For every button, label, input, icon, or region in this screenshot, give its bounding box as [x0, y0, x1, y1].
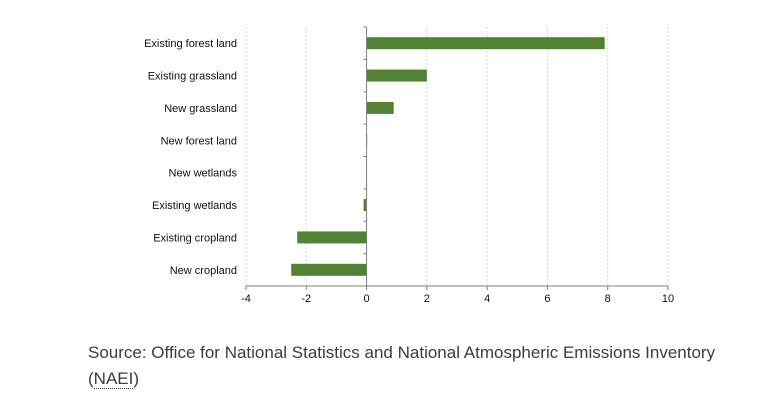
category-label: Existing grassland: [148, 71, 237, 83]
bar: [363, 199, 367, 212]
category-label: New grassland: [164, 103, 237, 115]
gridlines: [245, 27, 669, 286]
x-tick-label: 4: [484, 293, 490, 305]
x-tick-label: 10: [662, 293, 674, 305]
axes: [245, 26, 669, 290]
category-label: Existing wetlands: [152, 200, 237, 212]
bars: [291, 37, 605, 276]
x-tick-label: 8: [605, 293, 611, 305]
category-label: New wetlands: [169, 168, 238, 180]
x-tick-label: 0: [364, 293, 370, 305]
category-label: New forest land: [161, 135, 237, 147]
bar: [291, 263, 367, 276]
source-note: Source: Office for National Statistics a…: [88, 340, 728, 392]
x-tick-label: -4: [241, 293, 251, 305]
x-tick-label: -2: [301, 293, 311, 305]
x-tick-label: 2: [424, 293, 430, 305]
naei-abbreviation[interactable]: NAEI: [93, 369, 134, 389]
bar: [297, 231, 367, 244]
tick-labels: -4 -2 0 2 4 6 8 10: [241, 293, 674, 305]
source-prefix: Source: Office for National Statistics a…: [88, 343, 716, 388]
category-labels: Existing forest land Existing grassland Ne…: [144, 38, 237, 277]
bar: [366, 101, 394, 114]
category-label: Existing cropland: [153, 232, 237, 244]
bar-chart: Existing forest land Existing grassland Ne…: [144, 26, 674, 305]
bar: [366, 69, 427, 82]
bar: [366, 37, 605, 50]
category-label: Existing forest land: [144, 38, 237, 50]
x-tick-label: 6: [544, 293, 550, 305]
source-suffix: ): [133, 369, 140, 388]
category-label: New cropland: [170, 265, 237, 277]
